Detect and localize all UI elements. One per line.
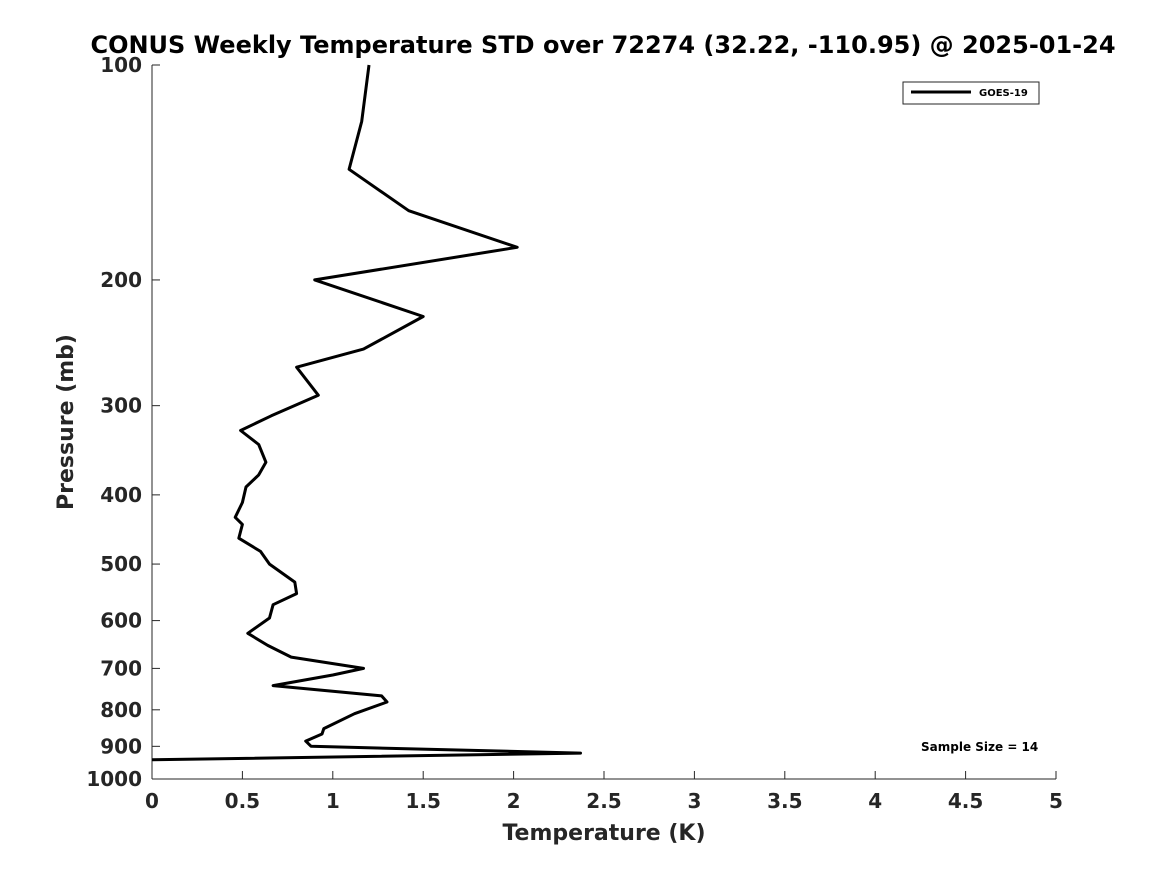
x-tick-label: 0.5: [225, 789, 260, 813]
chart-title: CONUS Weekly Temperature STD over 72274 …: [90, 31, 1115, 59]
y-tick-label: 200: [100, 268, 142, 292]
x-tick-label: 4: [868, 789, 882, 813]
x-tick-label: 3.5: [767, 789, 802, 813]
x-tick-label: 2: [507, 789, 521, 813]
y-tick-label: 700: [100, 656, 142, 680]
legend: GOES-19: [902, 81, 1040, 105]
y-tick-label: 300: [100, 394, 142, 418]
legend-label-goes-19: GOES-19: [979, 88, 1028, 99]
y-ticks: 100 200 300 400 500 600 700 800 900 1000: [86, 53, 160, 791]
x-tick-label: 5: [1049, 789, 1063, 813]
x-tick-label: 1: [326, 789, 340, 813]
x-ticks: 0 0.5 1 1.5 2 2.5 3 3.5 4 4.5 5: [145, 771, 1063, 813]
x-tick-label: 2.5: [586, 789, 621, 813]
y-axis-label: Pressure (mb): [54, 334, 79, 510]
series-line-goes-19: [151, 64, 582, 762]
x-tick-label: 3: [687, 789, 701, 813]
x-axis-label: Temperature (K): [502, 821, 705, 846]
x-tick-label: 1.5: [405, 789, 440, 813]
x-tick-label: 4.5: [948, 789, 983, 813]
y-tick-label: 1000: [86, 767, 142, 791]
y-tick-label: 400: [100, 483, 142, 507]
series-group: [151, 64, 582, 762]
plot-area: [152, 65, 1056, 779]
y-tick-label: 100: [100, 53, 142, 77]
y-tick-label: 500: [100, 552, 142, 576]
sample-size-annotation: Sample Size = 14: [921, 740, 1038, 754]
y-tick-label: 900: [100, 734, 142, 758]
y-tick-label: 600: [100, 609, 142, 633]
y-tick-label: 800: [100, 698, 142, 722]
x-tick-label: 0: [145, 789, 159, 813]
